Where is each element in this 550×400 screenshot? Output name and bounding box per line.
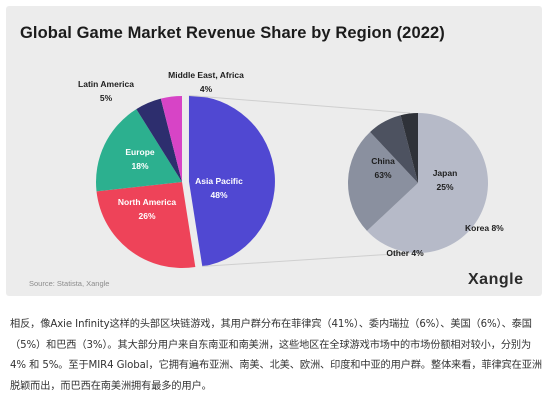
chart-title: Global Game Market Revenue Share by Regi… <box>20 24 445 42</box>
slice-value-china: 63% <box>374 170 391 180</box>
chart-card: Global Game Market Revenue Share by Regi… <box>6 6 542 296</box>
slice-value-japan: 25% <box>436 182 453 192</box>
pie-slice-middle-east-africa <box>160 96 182 182</box>
slice-value-asia-pacific: 48% <box>210 190 227 200</box>
pie-slice-japan <box>347 131 418 231</box>
pie-slice-other <box>400 113 418 183</box>
slice-value-latin-america: 5% <box>100 93 113 103</box>
pie-slice-china <box>366 113 488 253</box>
article-paragraph: 相反，像Axie Infinity这样的头部区块链游戏，其用户群分布在菲律宾（4… <box>10 319 542 392</box>
pie-slice-europe <box>96 109 182 192</box>
slice-value-europe: 18% <box>131 161 148 171</box>
slice-value-north-america: 26% <box>138 211 155 221</box>
connector-line-bottom <box>202 252 411 267</box>
source-note: Source: Statista, Xangle <box>29 279 110 288</box>
pie-chart-svg: Asia Pacific 48% North America 26% Europe 18%… <box>78 70 504 268</box>
connector-line-top <box>188 95 411 114</box>
slice-label-middle-east-africa: Middle East, Africa <box>168 70 244 80</box>
slice-label-asia-pacific: Asia Pacific <box>195 176 243 186</box>
slice-value-middle-east-africa: 4% <box>200 84 213 94</box>
slice-label-other: Other 4% <box>386 248 424 258</box>
slice-label-china: China <box>371 156 395 166</box>
pie-slice-north-america <box>96 182 196 268</box>
pie-slice-korea <box>370 115 418 183</box>
slice-label-korea: Korea 8% <box>465 223 504 233</box>
pie-slice-latin-america <box>136 98 182 182</box>
slice-label-europe: Europe <box>125 147 155 157</box>
slice-label-latin-america: Latin America <box>78 79 134 89</box>
pie-slice-asia-pacific <box>188 95 275 267</box>
brand-logo: Xangle <box>468 271 524 288</box>
slice-label-japan: Japan <box>433 168 458 178</box>
slice-label-north-america: North America <box>118 197 177 207</box>
